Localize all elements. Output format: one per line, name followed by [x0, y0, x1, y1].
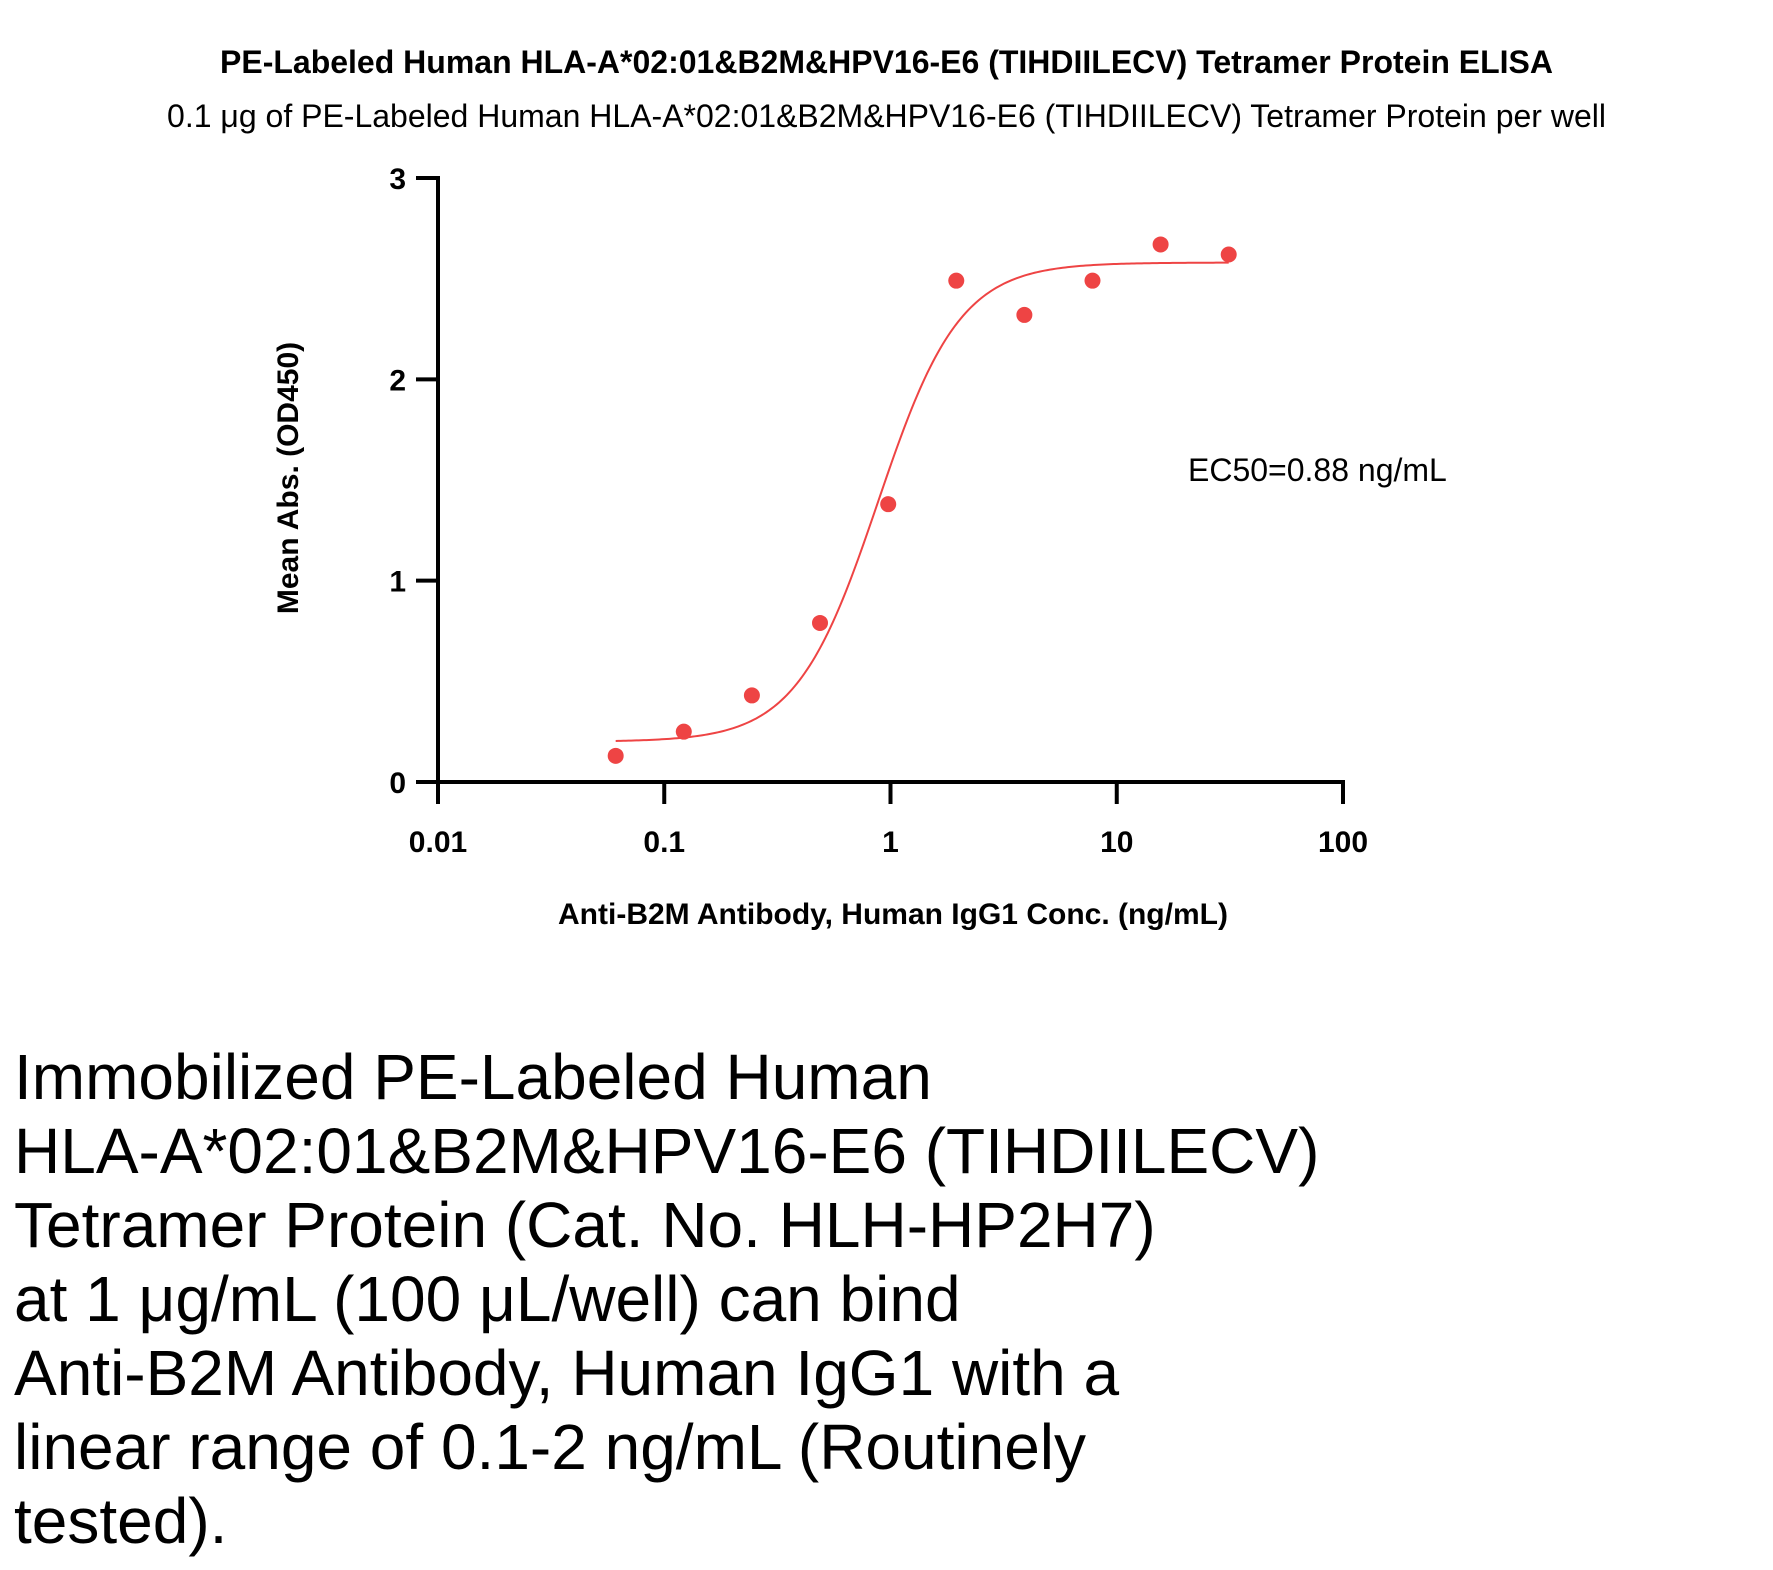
data-point [607, 747, 624, 764]
data-point [1152, 236, 1169, 253]
caption-line: tested). [14, 1485, 228, 1557]
y-axis-ticks: 0 1 2 3 [389, 163, 438, 800]
data-points [607, 236, 1237, 764]
caption-line: Immobilized PE-Labeled Human [14, 1041, 932, 1113]
x-tick-label: 100 [1318, 826, 1368, 859]
caption-line: at 1 μg/mL (100 μL/well) can bind [14, 1263, 961, 1335]
chart-subtitle: 0.1 μg of PE-Labeled Human HLA-A*02:01&B… [167, 98, 1606, 134]
y-tick-label: 2 [389, 364, 406, 397]
ec50-annotation: EC50=0.88 ng/mL [1188, 452, 1447, 488]
y-axis-title: Mean Abs. (OD450) [272, 342, 305, 614]
caption-line: Anti-B2M Antibody, Human IgG1 with a [14, 1337, 1120, 1409]
x-tick-label: 1 [882, 826, 899, 859]
caption: Immobilized PE-Labeled Human HLA-A*02:01&… [14, 1040, 1754, 1558]
y-tick-label: 3 [389, 163, 406, 196]
data-point [1016, 306, 1033, 323]
fit-curve [615, 261, 1229, 742]
chart-plot: 0.01 0.1 1 10 100 0 1 2 3 Anti-B2M Antibody, Hu… [272, 163, 1447, 931]
caption-line: Tetramer Protein (Cat. No. HLH-HP2H7) [14, 1189, 1156, 1261]
caption-line: HLA-A*02:01&B2M&HPV16-E6 (TIHDIILECV) [14, 1115, 1320, 1187]
data-point [812, 614, 829, 631]
data-point [675, 723, 692, 740]
data-point [880, 496, 897, 513]
data-point [1084, 272, 1101, 289]
x-axis-ticks: 0.01 0.1 1 10 100 [409, 782, 1368, 859]
data-point [948, 272, 965, 289]
x-axis-title: Anti-B2M Antibody, Human IgG1 Conc. (ng/… [558, 898, 1228, 931]
x-tick-label: 0.01 [409, 826, 467, 859]
data-point [1220, 246, 1237, 263]
data-point [743, 687, 760, 704]
chart-title: PE-Labeled Human HLA-A*02:01&B2M&HPV16-E… [220, 44, 1553, 80]
x-tick-label: 10 [1100, 826, 1133, 859]
y-tick-label: 1 [389, 566, 406, 599]
caption-line: linear range of 0.1-2 ng/mL (Routinely [14, 1411, 1086, 1483]
x-tick-label: 0.1 [643, 826, 685, 859]
y-tick-label: 0 [389, 767, 406, 800]
